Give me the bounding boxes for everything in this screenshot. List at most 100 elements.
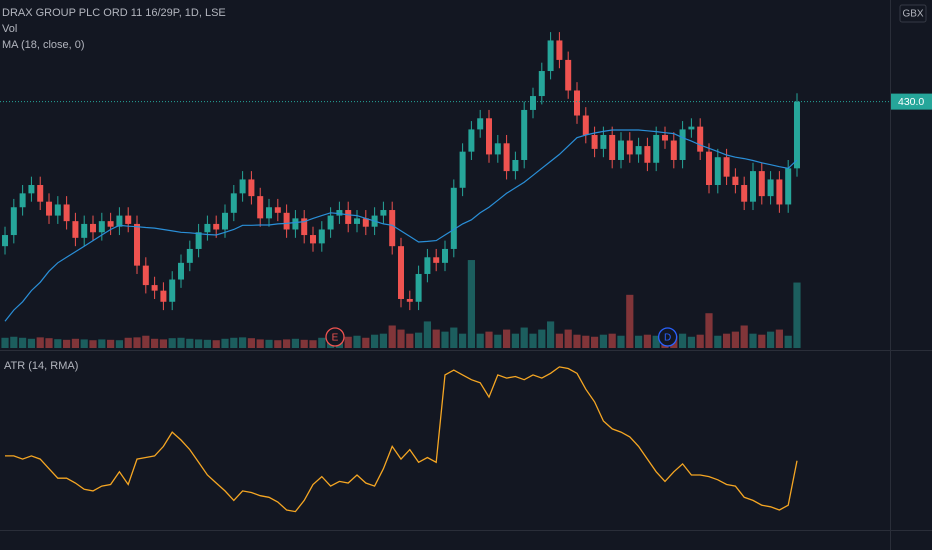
candle-body [776, 179, 783, 205]
candle-body [336, 210, 343, 216]
volume-bar [168, 338, 176, 348]
candle-body [477, 118, 484, 130]
candle-body [793, 101, 800, 169]
volume-bar [538, 329, 546, 348]
candle-body [573, 90, 580, 116]
candle-body [310, 235, 317, 244]
volume-bar [626, 294, 634, 348]
candle-body [151, 285, 158, 291]
candle-body [160, 290, 167, 302]
volume-bar [265, 339, 273, 348]
volume-bar [89, 340, 97, 348]
volume-bar [353, 335, 361, 348]
volume-bar [458, 333, 467, 348]
volume-bar [705, 313, 713, 348]
volume-bar [423, 321, 432, 348]
candle-body [204, 223, 211, 233]
volume-bar [415, 332, 423, 348]
candle-body [380, 210, 387, 216]
volume-bar [247, 338, 256, 348]
candle-body [529, 96, 536, 110]
candle-body [653, 134, 660, 163]
event-marker[interactable] [325, 327, 345, 347]
event-marker[interactable] [657, 327, 678, 347]
chart-title: DRAX GROUP PLC ORD 11 16/29P, 1D, LSE [2, 7, 226, 19]
candle-body [714, 157, 721, 186]
volume-bar [696, 334, 704, 348]
axes: 430.0 [891, 93, 932, 110]
candle-body [767, 179, 774, 197]
candle-body [292, 218, 299, 230]
candle-body [398, 246, 405, 299]
candle-body [494, 143, 501, 155]
last-price-label: 430.0 [898, 96, 924, 108]
volume-bar [582, 335, 590, 348]
candle-body [213, 223, 220, 230]
volume-bar [687, 336, 695, 348]
candle-body [37, 185, 44, 202]
candle-body [266, 207, 273, 219]
volume-bar [406, 333, 414, 348]
volume-bar [678, 333, 687, 348]
candle-body [81, 223, 88, 238]
candle-body [46, 201, 53, 216]
candle-body [424, 257, 431, 274]
candle-body [327, 215, 334, 230]
volume-bar [274, 340, 282, 348]
currency-box[interactable] [899, 4, 927, 23]
volume-bar [283, 339, 291, 348]
candle-body [28, 185, 35, 194]
event-label: E [332, 333, 339, 344]
volume-bar [634, 335, 643, 348]
candle-body [222, 212, 229, 230]
volume-bar [371, 334, 379, 348]
volume-bar [10, 336, 18, 348]
volume-bar [617, 335, 625, 348]
ma-legend: MA (18, close, 0) [2, 39, 85, 51]
candle-body [688, 126, 695, 130]
candle-body [468, 129, 475, 152]
candle-body [116, 215, 123, 227]
volume-bar [775, 329, 783, 348]
candle-body [556, 40, 563, 60]
volume-bar [256, 339, 264, 348]
volume-bar [758, 334, 766, 348]
volume-bar [344, 336, 352, 348]
candle-body [406, 298, 413, 302]
candle-body [186, 248, 193, 263]
candle-body [354, 218, 361, 224]
volume-bar [643, 334, 651, 348]
candle-body [617, 140, 624, 160]
volume-bar [441, 331, 449, 348]
volume-bar [151, 338, 159, 348]
atr-legend: ATR (14, RMA) [4, 360, 78, 372]
candle-body [134, 223, 141, 266]
volume-bar [230, 337, 238, 348]
volume-bar [529, 333, 537, 348]
volume-bar [608, 333, 616, 348]
volume-bar [731, 331, 739, 348]
candle-body [301, 218, 308, 236]
volume-bar [221, 338, 229, 348]
ma-line [4, 129, 798, 322]
candle-body [758, 171, 765, 197]
candle-body [178, 262, 185, 280]
candle-body [98, 221, 105, 233]
volume-bar [212, 340, 220, 348]
volume-bar [291, 338, 300, 348]
candle-body [521, 109, 528, 160]
candle-body [503, 143, 510, 172]
volume-bar [71, 338, 80, 348]
candle-body [257, 196, 264, 219]
volume-bar [555, 333, 563, 348]
volume-bar [502, 329, 511, 348]
candle-body [142, 265, 149, 286]
volume-bar [63, 339, 71, 348]
candle-body [442, 248, 448, 263]
volume-bar [450, 327, 458, 348]
volume-bar [45, 338, 53, 348]
